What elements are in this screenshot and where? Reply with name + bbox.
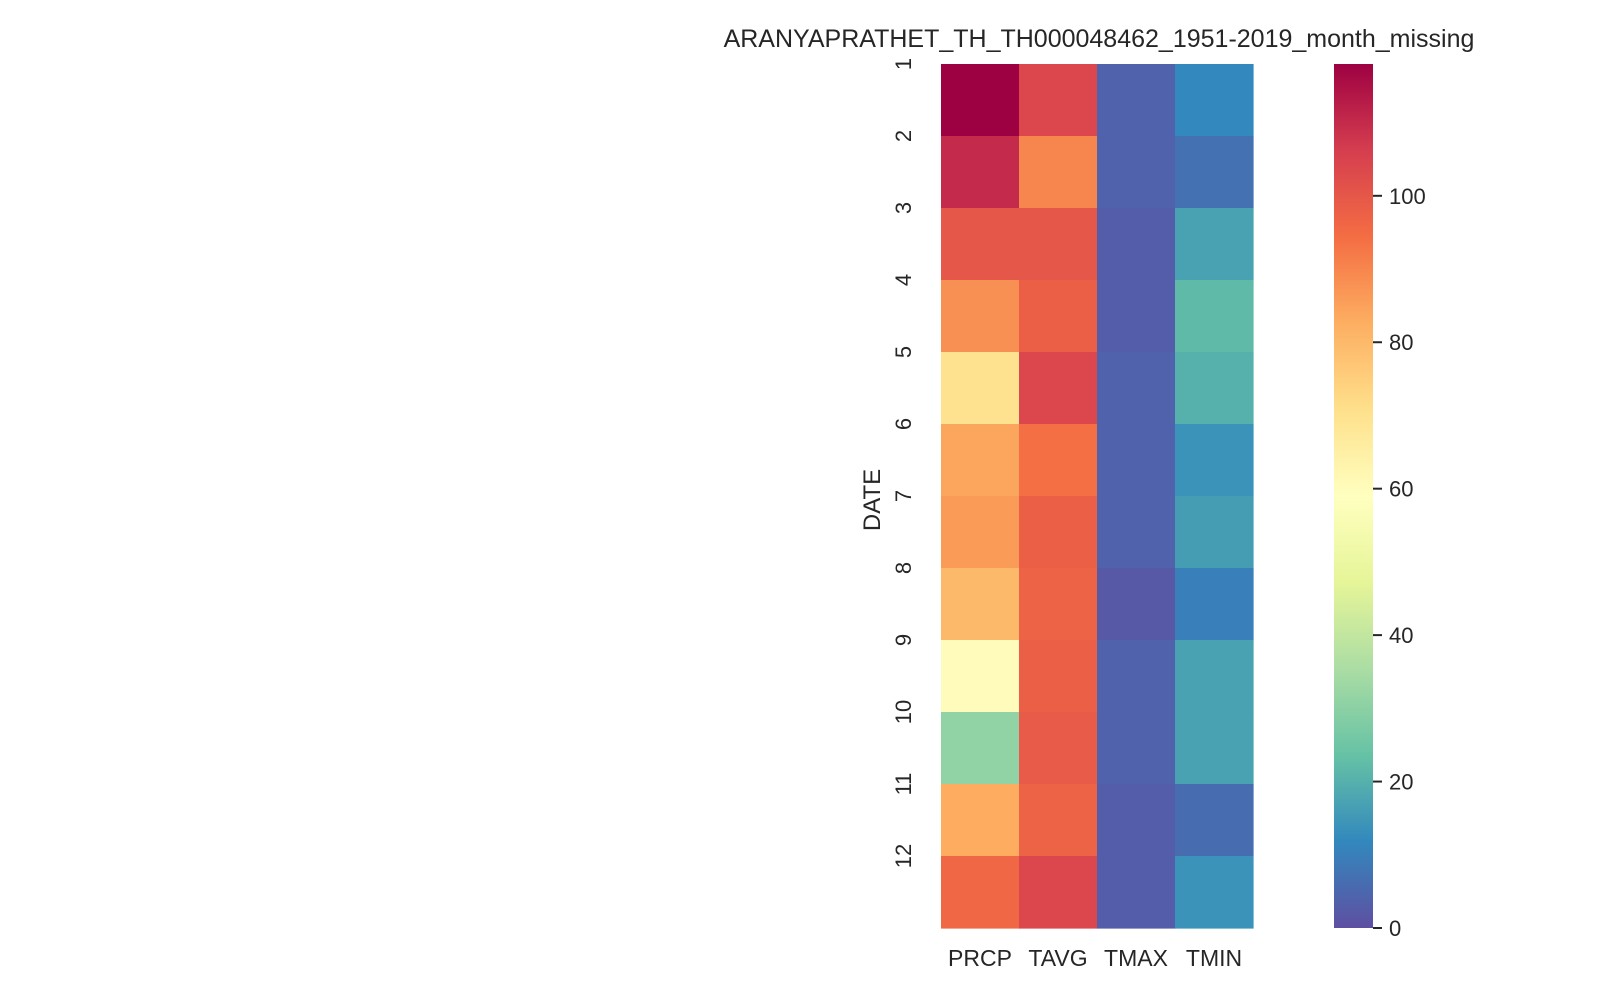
heatmap-cell [1019, 424, 1098, 497]
heatmap-cell [1097, 424, 1176, 497]
chart-title: ARANYAPRATHET_TH_TH000048462_1951-2019_m… [724, 25, 1475, 53]
heatmap-cell [941, 568, 1020, 641]
heatmap-cell [1097, 568, 1176, 641]
row-tick-label: 9 [891, 634, 916, 646]
heatmap-cell [1097, 784, 1176, 857]
heatmap-cell [941, 712, 1020, 785]
column-tick-label: PRCP [948, 945, 1012, 971]
heatmap-cell [1097, 640, 1176, 713]
column-tick-labels: PRCP TAVG TMAX TMIN [948, 945, 1242, 971]
row-tick-label: 7 [891, 490, 916, 502]
column-tick-label: TAVG [1028, 945, 1087, 971]
heatmap-cell [1175, 784, 1254, 857]
heatmap-cell [1175, 352, 1254, 425]
row-tick-label: 10 [891, 700, 916, 724]
y-axis-label: DATE [859, 469, 886, 531]
heatmap-cell [941, 496, 1020, 569]
heatmap-cells [941, 64, 1254, 929]
colorbar-tick-label: 100 [1389, 184, 1426, 209]
heatmap-cell [1097, 280, 1176, 353]
heatmap-cell [1019, 784, 1098, 857]
heatmap-cell [1097, 64, 1176, 137]
row-tick-label: 4 [891, 274, 916, 286]
colorbar [1334, 64, 1373, 928]
heatmap-cell [1175, 424, 1254, 497]
heatmap-cell [941, 424, 1020, 497]
heatmap-cell [1175, 712, 1254, 785]
heatmap-cell [1175, 280, 1254, 353]
heatmap-cell [941, 280, 1020, 353]
row-tick-label: 6 [891, 418, 916, 430]
colorbar-ticks: 0 20 40 60 80 100 [1373, 184, 1426, 941]
heatmap-cell [1019, 856, 1098, 929]
heatmap-cell [1175, 208, 1254, 281]
heatmap-cell [1019, 136, 1098, 209]
heatmap-cell [1019, 496, 1098, 569]
heatmap-cell [1019, 352, 1098, 425]
heatmap-cell [1019, 280, 1098, 353]
heatmap-cell [1175, 496, 1254, 569]
row-tick-label: 8 [891, 562, 916, 574]
heatmap-cell [1097, 136, 1176, 209]
heatmap-cell [1175, 64, 1254, 137]
heatmap-cell [1175, 136, 1254, 209]
heatmap-cell [1097, 856, 1176, 929]
heatmap-cell [1097, 712, 1176, 785]
colorbar-tick-label: 80 [1389, 330, 1413, 355]
heatmap-cell [1175, 640, 1254, 713]
colorbar-tick-label: 20 [1389, 770, 1413, 795]
heatmap-cell [941, 640, 1020, 713]
column-tick-label: TMAX [1104, 945, 1168, 971]
heatmap-cell [941, 352, 1020, 425]
heatmap-cell [1175, 568, 1254, 641]
heatmap-cell [941, 64, 1020, 137]
row-tick-label: 11 [891, 773, 916, 796]
heatmap-cell [941, 856, 1020, 929]
row-tick-label: 5 [891, 346, 916, 358]
row-tick-label: 3 [891, 202, 916, 214]
row-tick-label: 12 [891, 844, 916, 868]
heatmap-cell [1019, 208, 1098, 281]
column-tick-label: TMIN [1186, 945, 1242, 971]
heatmap-cell [1019, 64, 1098, 137]
heatmap-cell [941, 136, 1020, 209]
heatmap-cell [1019, 640, 1098, 713]
heatmap-cell [1019, 568, 1098, 641]
heatmap-cell [1097, 352, 1176, 425]
heatmap-cell [1097, 496, 1176, 569]
heatmap-cell [941, 784, 1020, 857]
row-tick-label: 2 [891, 130, 916, 142]
row-tick-label: 1 [891, 58, 916, 70]
heatmap-cell [941, 208, 1020, 281]
colorbar-tick-label: 60 [1389, 477, 1413, 502]
heatmap-cell [1019, 712, 1098, 785]
heatmap-cell [1097, 208, 1176, 281]
colorbar-tick-label: 40 [1389, 623, 1413, 648]
colorbar-tick-label: 0 [1389, 916, 1401, 941]
heatmap-cell [1175, 856, 1254, 929]
